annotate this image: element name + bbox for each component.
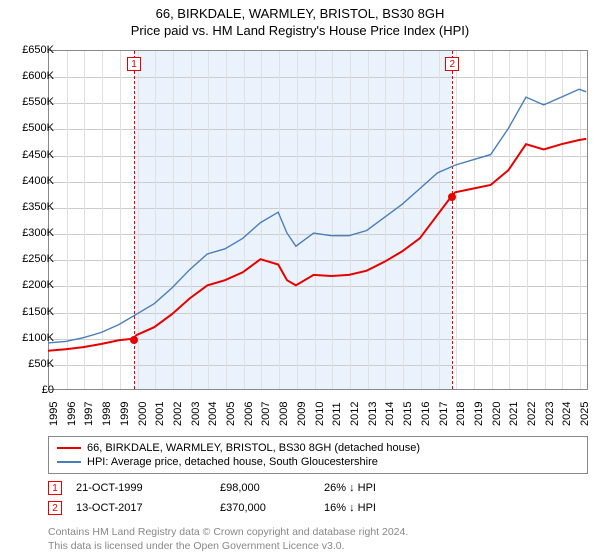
x-axis-tick-label: 2002 — [172, 402, 184, 426]
x-axis-tick-label: 1998 — [101, 402, 113, 426]
x-axis-tick-label: 2013 — [367, 402, 379, 426]
x-axis-tick-label: 2011 — [331, 402, 343, 426]
note-hpi-delta: 26% ↓ HPI — [324, 482, 376, 494]
y-axis-tick-label: £650K — [22, 44, 54, 56]
chart-title-subtitle: Price paid vs. HM Land Registry's House … — [0, 23, 600, 38]
x-axis-tick-label: 2019 — [473, 402, 485, 426]
y-axis-tick-label: £0 — [42, 384, 54, 396]
note-number-box: 1 — [48, 481, 62, 495]
y-axis-tick-label: £500K — [22, 122, 54, 134]
note-date: 13-OCT-2017 — [76, 502, 206, 514]
note-price: £98,000 — [220, 482, 310, 494]
x-axis-tick-label: 2010 — [314, 402, 326, 426]
x-axis-tick-label: 2009 — [296, 402, 308, 426]
x-axis-tick-label: 2006 — [243, 402, 255, 426]
y-axis-tick-label: £50K — [28, 358, 54, 370]
x-axis-tick-label: 2012 — [349, 402, 361, 426]
transaction-note-row: 1 21-OCT-1999 £98,000 26% ↓ HPI — [48, 478, 588, 498]
footer-line1: Contains HM Land Registry data © Crown c… — [48, 526, 408, 538]
x-axis-tick-label: 2018 — [455, 402, 467, 426]
x-axis-tick-label: 2003 — [190, 402, 202, 426]
chart-plot-area: 12 1995199619971998199920002001200220032… — [48, 50, 588, 390]
legend-label: 66, BIRKDALE, WARMLEY, BRISTOL, BS30 8GH… — [87, 442, 420, 454]
note-date: 21-OCT-1999 — [76, 482, 206, 494]
x-axis-tick-label: 2015 — [402, 402, 414, 426]
footer-attribution: Contains HM Land Registry data © Crown c… — [48, 518, 588, 553]
legend-swatch — [57, 461, 81, 463]
x-axis-tick-label: 2008 — [278, 402, 290, 426]
x-axis-tick-label: 1995 — [48, 402, 60, 426]
y-axis-tick-label: £300K — [22, 227, 54, 239]
y-axis-tick-label: £200K — [22, 279, 54, 291]
legend-swatch — [57, 447, 81, 449]
y-axis-tick-label: £600K — [22, 70, 54, 82]
note-number-box: 2 — [48, 501, 62, 515]
x-axis-tick-label: 2005 — [225, 402, 237, 426]
x-axis-tick-label: 1996 — [66, 402, 78, 426]
series-line-hpi — [48, 89, 586, 343]
chart-title-address: 66, BIRKDALE, WARMLEY, BRISTOL, BS30 8GH — [0, 6, 600, 21]
y-axis-tick-label: £250K — [22, 253, 54, 265]
x-axis-tick-label: 2016 — [420, 402, 432, 426]
legend-item: 66, BIRKDALE, WARMLEY, BRISTOL, BS30 8GH… — [57, 441, 579, 455]
x-axis-tick-label: 2024 — [561, 402, 573, 426]
x-axis-tick-label: 2022 — [526, 402, 538, 426]
chart-legend: 66, BIRKDALE, WARMLEY, BRISTOL, BS30 8GH… — [48, 436, 588, 474]
legend-label: HPI: Average price, detached house, Sout… — [87, 456, 378, 468]
note-hpi-delta: 16% ↓ HPI — [324, 502, 376, 514]
x-axis-tick-label: 2004 — [207, 402, 219, 426]
x-axis-tick-label: 2001 — [154, 402, 166, 426]
x-axis-tick-label: 2017 — [438, 402, 450, 426]
x-axis-tick-label: 2007 — [260, 402, 272, 426]
x-axis-tick-label: 1999 — [119, 402, 131, 426]
x-axis-tick-label: 2023 — [544, 402, 556, 426]
x-axis-tick-label: 2025 — [579, 402, 591, 426]
y-axis-tick-label: £100K — [22, 332, 54, 344]
footer-line2: This data is licensed under the Open Gov… — [48, 540, 345, 552]
x-axis-tick-label: 1997 — [83, 402, 95, 426]
note-price: £370,000 — [220, 502, 310, 514]
transaction-note-row: 2 13-OCT-2017 £370,000 16% ↓ HPI — [48, 498, 588, 518]
y-axis-tick-label: £400K — [22, 175, 54, 187]
y-axis-tick-label: £450K — [22, 149, 54, 161]
x-axis-tick-label: 2021 — [508, 402, 520, 426]
legend-item: HPI: Average price, detached house, Sout… — [57, 455, 579, 469]
y-axis-tick-label: £350K — [22, 201, 54, 213]
x-axis-tick-label: 2000 — [137, 402, 149, 426]
y-axis-tick-label: £150K — [22, 306, 54, 318]
y-axis-tick-label: £550K — [22, 96, 54, 108]
x-axis-tick-label: 2020 — [491, 402, 503, 426]
chart-notes: 1 21-OCT-1999 £98,000 26% ↓ HPI 2 13-OCT-2017… — [48, 478, 588, 553]
x-axis-tick-label: 2014 — [384, 402, 396, 426]
